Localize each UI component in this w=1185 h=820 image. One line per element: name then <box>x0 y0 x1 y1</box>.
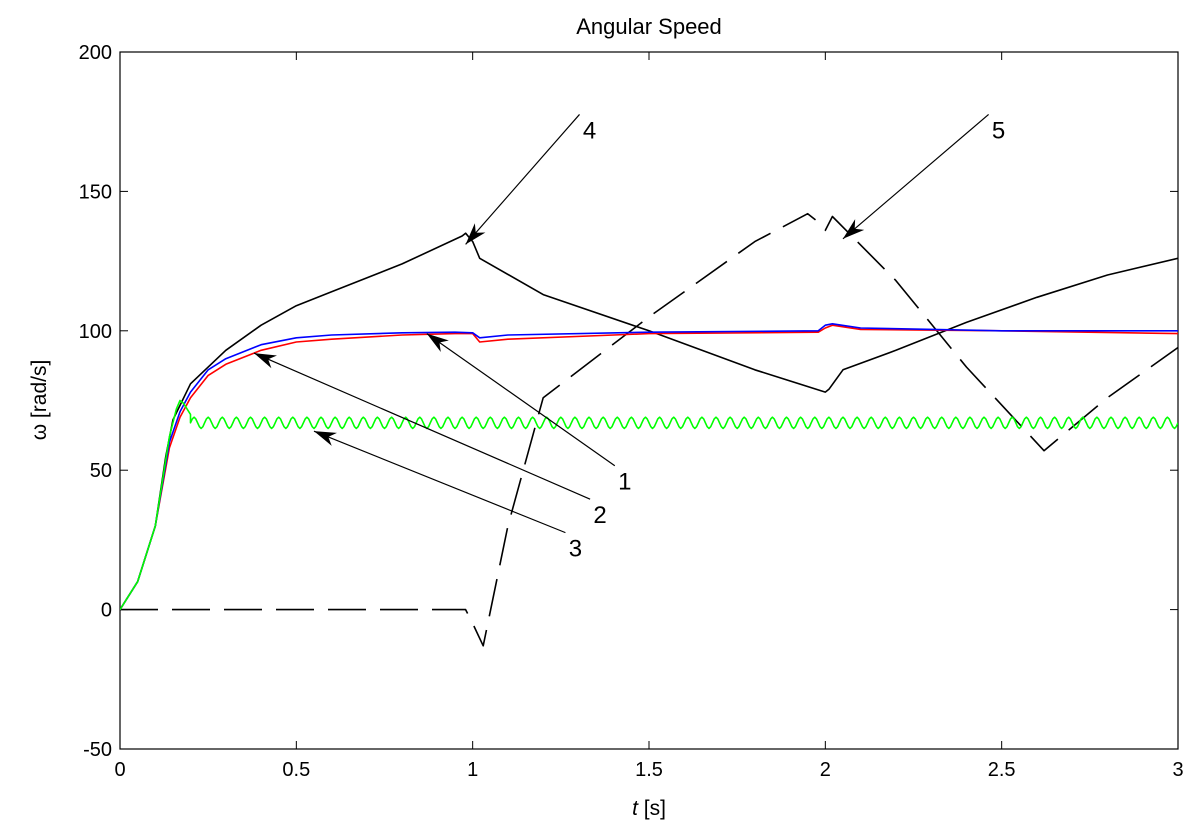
callout-3-arrow-line <box>313 430 566 534</box>
y-tick-label: 100 <box>79 321 112 343</box>
y-tick-label: 0 <box>101 600 112 622</box>
callout-5-arrowhead <box>842 219 865 239</box>
series-line-curve-5 <box>120 212 1178 647</box>
y-tick-label: -50 <box>83 739 112 761</box>
x-axis-unit: [s] <box>638 797 666 820</box>
x-tick-label: 1.5 <box>635 759 663 781</box>
callout-4-label: 4 <box>583 117 596 144</box>
callout-1-label: 1 <box>618 469 631 496</box>
callout-3-label: 3 <box>569 536 582 563</box>
callout-4-arrow-line <box>465 114 580 245</box>
annotation-layer: 123 4 5 <box>253 113 1005 563</box>
y-tick-label: 200 <box>79 42 112 64</box>
x-tick-label: 0.5 <box>282 759 310 781</box>
chart-title: Angular Speed <box>576 14 722 39</box>
callout-5-label: 5 <box>992 117 1005 144</box>
callout-5-arrow-line <box>842 113 990 240</box>
y-tick-label: 50 <box>90 460 112 482</box>
callout-2-arrow-line <box>253 352 591 500</box>
x-tick-label: 1 <box>467 759 478 781</box>
callout-2-arrowhead <box>254 353 277 369</box>
x-axis-label: t [s] <box>632 797 666 820</box>
x-tick-label: 2.5 <box>988 759 1016 781</box>
series-line-curve-2 <box>120 324 1178 611</box>
series-line-curve-3 <box>120 399 1178 611</box>
y-tick-label: 150 <box>79 181 112 203</box>
x-tick-label: 0 <box>114 759 125 781</box>
callout-3-arrowhead <box>313 431 337 446</box>
plot-frame <box>119 51 1179 750</box>
callout-1-arrowhead <box>426 333 449 352</box>
x-axis-variable: t <box>632 797 639 820</box>
y-axis-label: ω [rad/s] <box>28 360 51 441</box>
x-tick-label: 3 <box>1172 759 1183 781</box>
callout-2-label: 2 <box>593 502 606 529</box>
series-line-curve-1 <box>120 323 1178 611</box>
series-layer <box>120 212 1178 647</box>
callout-4-arrowhead <box>465 223 486 245</box>
callout-1-arrow-line <box>426 333 616 467</box>
x-tick-label: 2 <box>820 759 831 781</box>
